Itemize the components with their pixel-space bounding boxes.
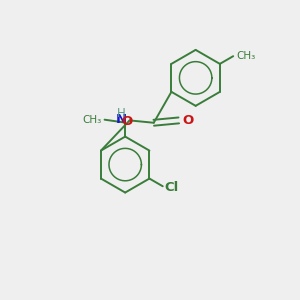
Text: H: H (117, 106, 126, 119)
Text: CH₃: CH₃ (236, 51, 255, 61)
Text: CH₃: CH₃ (82, 115, 102, 125)
Text: O: O (121, 115, 132, 128)
Text: N: N (116, 113, 127, 126)
Text: Cl: Cl (164, 181, 178, 194)
Text: O: O (183, 114, 194, 127)
